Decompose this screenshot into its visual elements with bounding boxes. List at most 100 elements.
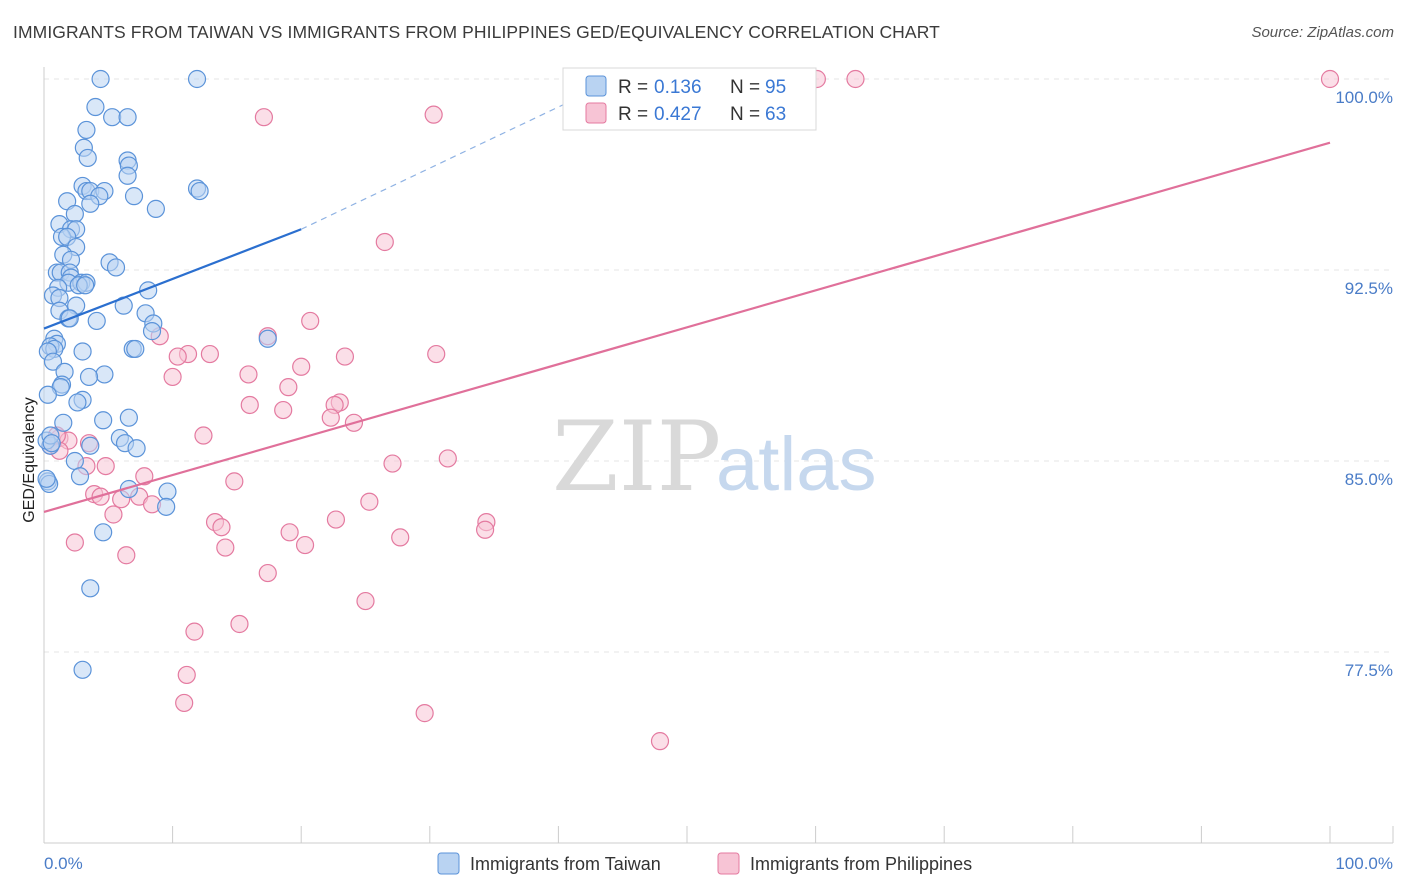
legend-n-value-taiwan: 95: [765, 77, 786, 98]
philippines-point-61: [650, 732, 670, 751]
philippines-point-11: [335, 347, 355, 366]
taiwan-point-67: [79, 367, 99, 387]
philippines-point-46: [212, 518, 231, 537]
philippines-point-33: [96, 456, 115, 476]
taiwan-point-81: [65, 451, 84, 471]
watermark-zip: ZIP: [552, 401, 721, 513]
legend-n-label-taiwan: N =: [730, 77, 760, 98]
bottom-legend-taiwan: Immigrants from Taiwan: [470, 854, 661, 874]
taiwan-point-72: [68, 393, 87, 412]
philippines-point-54: [258, 563, 277, 583]
philippines-point-24: [194, 426, 213, 445]
taiwan-point-93: [37, 469, 56, 488]
taiwan-point-78: [127, 439, 146, 458]
philippines-point-40: [360, 492, 379, 511]
philippines-point-50: [65, 533, 84, 552]
philippines-point-16: [163, 367, 182, 387]
taiwan-point-52: [87, 311, 106, 331]
chart-title: IMMIGRANTS FROM TAIWAN VS IMMIGRANTS FRO…: [13, 22, 940, 42]
taiwan-point-22: [65, 204, 84, 224]
philippines-point-10: [200, 344, 219, 364]
philippines-point-18: [240, 395, 259, 415]
philippines-point-51: [216, 538, 235, 557]
bottom-legend-swatch-philippines: [717, 852, 740, 875]
philippines-point-17: [279, 378, 298, 397]
taiwan-point-1: [187, 69, 207, 89]
taiwan-point-20: [81, 194, 100, 213]
philippines-point-56: [230, 614, 249, 634]
taiwan-point-86: [158, 482, 177, 501]
taiwan-point-73: [94, 411, 113, 430]
philippines-point-47: [475, 520, 495, 539]
philippines-trend-line: [43, 141, 1331, 513]
taiwan-point-54: [142, 322, 162, 341]
taiwan-point-16: [124, 187, 144, 206]
y-tick-label-1: 92.5%: [1345, 279, 1393, 298]
taiwan-point-61: [73, 342, 92, 361]
philippines-point-52: [295, 535, 315, 555]
taiwan-trend-line: [43, 228, 302, 330]
philippines-point-30: [438, 449, 457, 468]
taiwan-point-82: [70, 467, 90, 486]
bottom-legend-philippines: Immigrants from Philippines: [750, 854, 972, 874]
y-tick-label-0: 100.0%: [1335, 88, 1393, 107]
taiwan-point-79: [81, 436, 100, 455]
taiwan-point-63: [126, 339, 145, 359]
philippines-point-3: [254, 108, 274, 127]
y-tick-label-2: 85.0%: [1345, 470, 1393, 489]
taiwan-point-0: [91, 69, 110, 89]
legend-r-value-philippines: 0.427: [654, 104, 702, 125]
philippines-point-22: [321, 408, 340, 427]
taiwan-point-87: [157, 497, 176, 516]
taiwan-point-32: [106, 258, 126, 277]
taiwan-point-94: [42, 434, 61, 453]
taiwan-point-5: [77, 120, 96, 140]
philippines-point-14: [292, 357, 311, 376]
taiwan-point-2: [86, 97, 105, 117]
philippines-point-58: [177, 665, 196, 685]
watermark-atlas: atlas: [716, 422, 877, 507]
taiwan-point-88: [94, 523, 113, 542]
legend-n-value-philippines: 63: [765, 104, 786, 125]
taiwan-point-70: [38, 385, 57, 404]
taiwan-point-10: [118, 166, 137, 185]
taiwan-point-7: [78, 148, 97, 168]
taiwan-point-18: [190, 181, 209, 201]
taiwan-point-75: [54, 413, 73, 432]
taiwan-point-21: [146, 199, 165, 218]
trend-lines: [43, 75, 1331, 513]
source-label: Source: ZipAtlas.com: [1251, 24, 1394, 41]
philippines-point-15: [239, 365, 258, 384]
taiwan-point-74: [119, 408, 138, 427]
philippines-point-13: [168, 347, 187, 366]
taiwan-point-90: [73, 660, 92, 679]
taiwan-point-89: [81, 579, 100, 598]
legend-r-label-philippines: R =: [618, 104, 648, 125]
legend-r-label-taiwan: R =: [618, 77, 648, 98]
philippines-point-60: [415, 704, 434, 723]
watermark: ZIP atlas: [552, 401, 877, 513]
philippines-point-57: [185, 622, 204, 641]
y-tick-label-3: 77.5%: [1345, 661, 1393, 680]
philippines-point-35: [225, 472, 244, 491]
philippines-point-4: [424, 105, 443, 124]
legend-swatch-taiwan: [585, 75, 607, 97]
legend-n-label-philippines: N =: [730, 104, 760, 125]
bottom-legend-swatch-taiwan: [437, 852, 460, 875]
axes: [43, 67, 1394, 844]
taiwan-point-64: [43, 352, 63, 371]
taiwan-point-4: [118, 108, 137, 127]
philippines-point-1: [846, 69, 865, 89]
taiwan-point-41: [76, 276, 95, 295]
philippines-point-34: [135, 467, 154, 486]
philippines-point-21: [274, 400, 293, 420]
gridlines: [44, 78, 1393, 653]
taiwan-trend-extension: [300, 75, 623, 230]
y-tick-labels: 100.0% 92.5% 85.0% 77.5%: [1335, 88, 1393, 680]
philippines-point-48: [280, 523, 299, 542]
legend-swatch-philippines: [585, 102, 607, 124]
philippines-point-2: [1320, 69, 1340, 89]
philippines-point-49: [391, 528, 410, 547]
philippines-point-12: [427, 344, 446, 364]
